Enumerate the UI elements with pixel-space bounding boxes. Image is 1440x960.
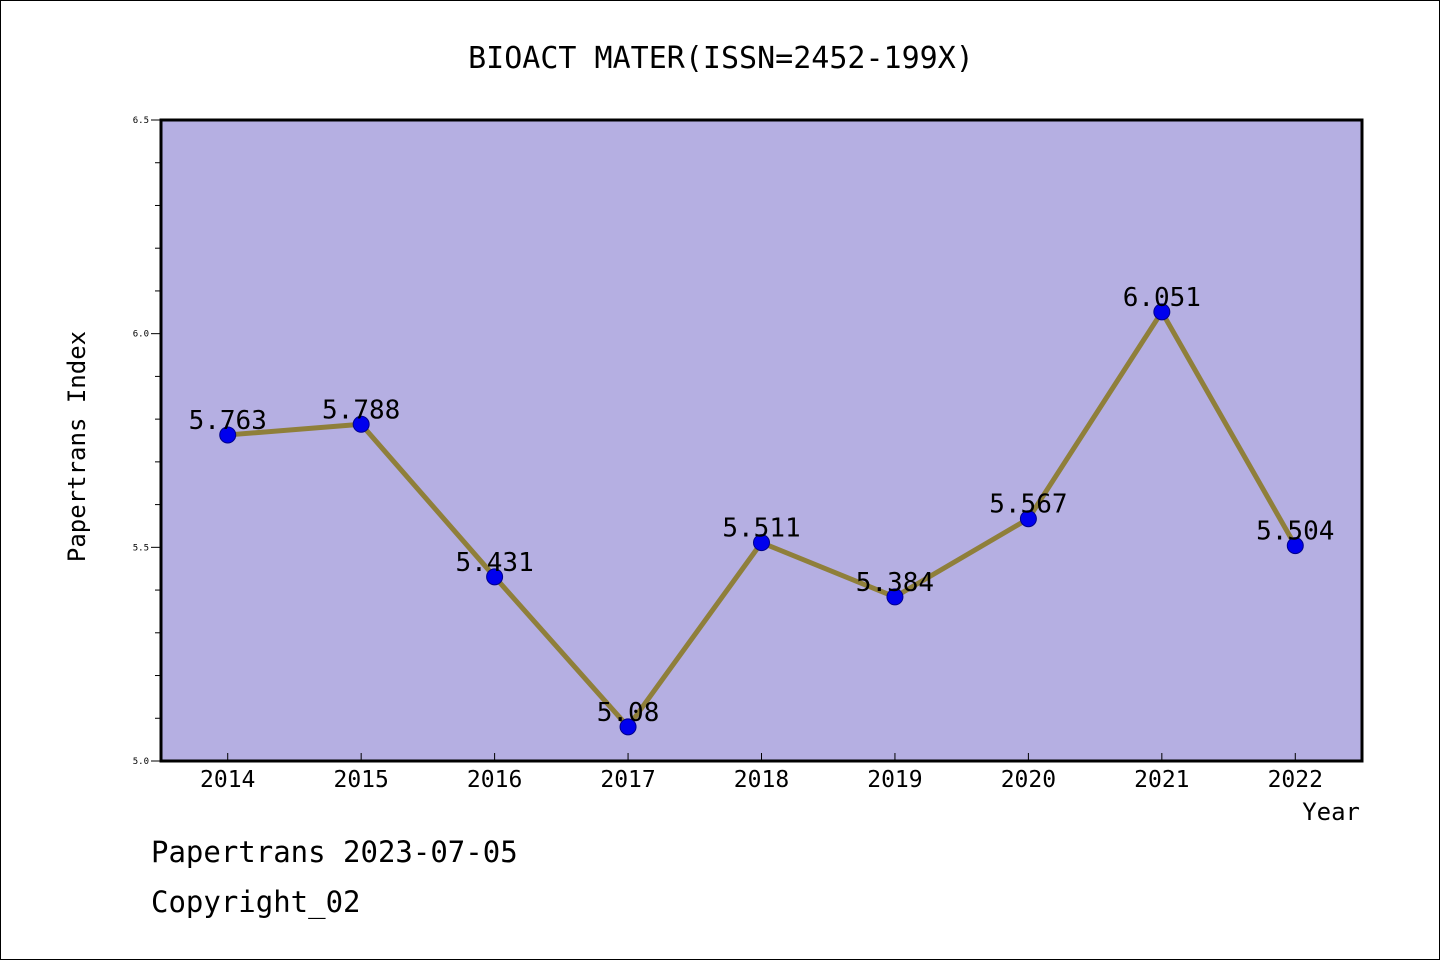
data-point (1153, 303, 1171, 321)
x-tick-label: 2018 (734, 767, 789, 793)
y-axis: 5.0 5.5 6.0 6.5 (133, 116, 161, 767)
plot-border (159, 118, 1364, 763)
footer-copyright: Copyright_02 (151, 885, 361, 919)
y-tick-label: 5.0 (133, 757, 149, 767)
data-label: 6.051 (1123, 283, 1201, 313)
footer-date-line: Papertrans 2023-07-05 (151, 835, 518, 869)
chart-title: BIOACT MATER(ISSN=2452-199X) (468, 41, 974, 76)
series-layer: 5.763 5.788 5.431 5.08 5.511 5.384 5.567 6.051 5… (189, 283, 1334, 736)
x-tick-label: 2019 (867, 767, 922, 793)
data-point (619, 718, 637, 736)
data-label: 5.431 (455, 548, 533, 578)
x-axis: 2014 2015 2016 2017 2018 2019 2020 2021 2022 (200, 753, 1323, 793)
data-point (219, 426, 237, 444)
plot-area (161, 120, 1362, 761)
data-label: 5.788 (322, 395, 400, 425)
data-label: 5.763 (189, 406, 267, 436)
data-label: 5.384 (856, 568, 934, 598)
x-tick-label: 2022 (1268, 767, 1323, 793)
x-tick-label: 2015 (333, 767, 388, 793)
x-tick-label: 2016 (467, 767, 522, 793)
data-point (486, 568, 504, 586)
data-label: 5.567 (989, 490, 1067, 520)
x-tick-label: 2014 (200, 767, 255, 793)
x-tick-label: 2017 (600, 767, 655, 793)
y-tick-label: 5.5 (133, 543, 149, 553)
data-point (352, 415, 370, 433)
data-label: 5.511 (722, 514, 800, 544)
data-label: 5.504 (1256, 517, 1334, 547)
data-label: 5.08 (597, 698, 660, 728)
data-point (886, 588, 904, 606)
x-tick-label: 2021 (1134, 767, 1189, 793)
x-tick-label: 2020 (1001, 767, 1056, 793)
data-point (1286, 537, 1304, 555)
y-axis-title: Papertrans Index (63, 331, 91, 562)
x-axis-title: Year (1302, 798, 1360, 826)
data-point (753, 534, 770, 552)
y-tick-label: 6.5 (133, 116, 149, 126)
y-tick-label: 6.0 (133, 330, 149, 340)
data-point (1019, 510, 1037, 528)
